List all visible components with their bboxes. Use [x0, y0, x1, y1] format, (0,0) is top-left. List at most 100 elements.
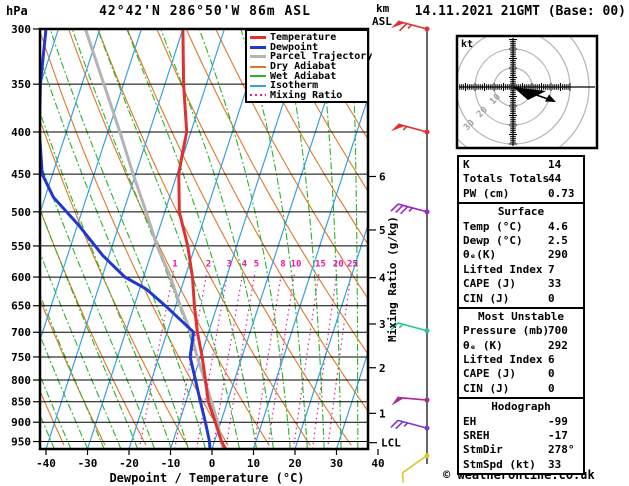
legend-item: Wet Adiabat [247, 71, 367, 81]
legend-label: Isotherm [270, 80, 319, 92]
temperature-axis-title: Dewpoint / Temperature (°C) [109, 471, 305, 485]
wet-adiabat-line [40, 110, 173, 449]
wind-barb [391, 396, 430, 406]
wind-barb [390, 123, 430, 135]
altitude-tick-label: 4 [379, 272, 386, 285]
legend-swatch-temperature [250, 36, 266, 40]
wet-adiabat-line [350, 29, 359, 449]
mixing-ratio-label: 15 [315, 260, 326, 270]
wet-adiabat-line [97, 29, 241, 449]
legend-item: Dry Adiabat [247, 62, 367, 72]
index-label: Totals Totals [463, 172, 550, 186]
wet-adiabat-line [40, 160, 156, 449]
index-value: 700 [548, 324, 568, 338]
mixing-ratio-label: 5 [254, 260, 259, 270]
index-label: θₑ(K) [463, 248, 497, 262]
index-value: 33 [548, 277, 562, 291]
legend-label: Mixing Ratio [270, 89, 343, 101]
wet-adiabat-line [40, 207, 139, 449]
mixing-ratio-label: 20 [333, 260, 344, 270]
index-label: K [463, 158, 470, 171]
index-value: 0.73 [548, 186, 575, 200]
indices-row: PW (cm) 0.73 [459, 187, 583, 201]
index-value: 292 [548, 338, 568, 352]
pressure-tick-label: 500 [11, 206, 31, 219]
legend-item: Dewpoint [247, 42, 367, 52]
mixing-ratio-label: 8 [280, 260, 285, 270]
dry-adiabat-line [244, 29, 368, 246]
altitude-tick-label: 2 [379, 362, 386, 375]
index-label: Temp (°C) [463, 219, 523, 233]
dry-adiabat-line [40, 118, 188, 446]
legend-label: Dry Adiabat [270, 61, 337, 73]
index-value: 44 [548, 172, 562, 186]
altitude-tick-label: 6 [379, 170, 386, 183]
isotherm-line [40, 29, 142, 343]
indices-block: Surface Temp (°C) 4.6 Dewp (°C) 2.5 θₑ(K) 290 L… [457, 202, 585, 309]
indices-row: CIN (J) 0 [459, 292, 583, 306]
indices-row: θₑ (K) 292 [459, 339, 583, 353]
indices-row: Lifted Index 7 [459, 263, 583, 277]
pressure-tick-label: 300 [11, 23, 31, 36]
index-label: StmDir [463, 443, 503, 457]
temp-tick-label: 30 [330, 457, 343, 470]
index-label: Pressure (mb) [463, 324, 550, 338]
pressure-tick-label: 650 [11, 300, 31, 313]
indices-block: Most Unstable Pressure (mb) 700 θₑ (K) 292 Li… [457, 306, 585, 400]
dewpoint-curve [40, 29, 212, 449]
index-label: EH [463, 414, 477, 428]
wind-barb [390, 203, 430, 215]
wet-adiabat-line [40, 374, 72, 449]
wet-adiabat-line [40, 56, 189, 449]
pressure-tick-label: 900 [11, 416, 31, 429]
legend-label: Temperature [270, 32, 337, 44]
index-value: 0 [548, 291, 555, 305]
indices-row: Totals Totals 44 [459, 172, 583, 186]
parcel-trajectory-curve [83, 29, 226, 449]
index-label: CAPE (J) [463, 367, 516, 381]
index-value: 278° [548, 443, 575, 457]
mixing-ratio-label: 4 [242, 260, 248, 270]
index-value: 290 [548, 248, 568, 262]
dry-adiabat-line [215, 29, 368, 300]
temp-tick-label: 10 [247, 457, 260, 470]
wet-adiabat-line [40, 251, 122, 449]
mixing-ratio-label: 1 [172, 260, 177, 270]
dry-adiabat-line [185, 29, 368, 356]
index-value: 0 [548, 367, 555, 381]
indices-row: StmDir 278° [459, 443, 583, 457]
pressure-tick-label: 550 [11, 240, 31, 253]
altitude-axis-unit: km [376, 2, 390, 15]
wind-barb [390, 419, 430, 431]
indices-row: CAPE (J) 0 [459, 367, 583, 381]
pressure-axis-unit: hPa [6, 4, 28, 18]
legend-swatch-wet-adiabat [250, 75, 266, 78]
wet-adiabat-line [40, 334, 89, 449]
temp-tick-label: -20 [119, 457, 139, 470]
index-label: StmSpd (kt) [463, 457, 536, 471]
index-value: -99 [548, 414, 568, 428]
wet-adiabat-line [49, 29, 206, 449]
legend-swatch-dry-adiabat [250, 65, 266, 68]
index-value: 2.5 [548, 233, 568, 247]
indices-block-title: Surface [497, 205, 545, 219]
hodograph-ring-label: 30 [462, 118, 477, 133]
temp-tick-label: 20 [288, 457, 301, 470]
legend-swatch-dewpoint [250, 45, 266, 49]
altitude-axis-unit2: ASL [372, 15, 392, 28]
wet-adiabat-line [198, 29, 291, 449]
temp-tick-label: -40 [36, 457, 56, 470]
legend-swatch-mixing-ratio [250, 94, 266, 97]
pressure-tick-label: 850 [11, 396, 31, 409]
pressure-tick-label: 600 [11, 271, 31, 284]
altitude-tick-label: 5 [379, 224, 386, 237]
dry-adiabat-line [274, 29, 368, 193]
index-value: 6 [548, 353, 555, 367]
pressure-tick-label: 750 [11, 351, 31, 364]
mixing-ratio-label: 2 [206, 260, 211, 270]
index-label: Lifted Index [463, 353, 543, 367]
isotherm-line [40, 29, 101, 215]
index-label: PW (cm) [463, 186, 510, 200]
indices-row: CAPE (J) 33 [459, 277, 583, 291]
